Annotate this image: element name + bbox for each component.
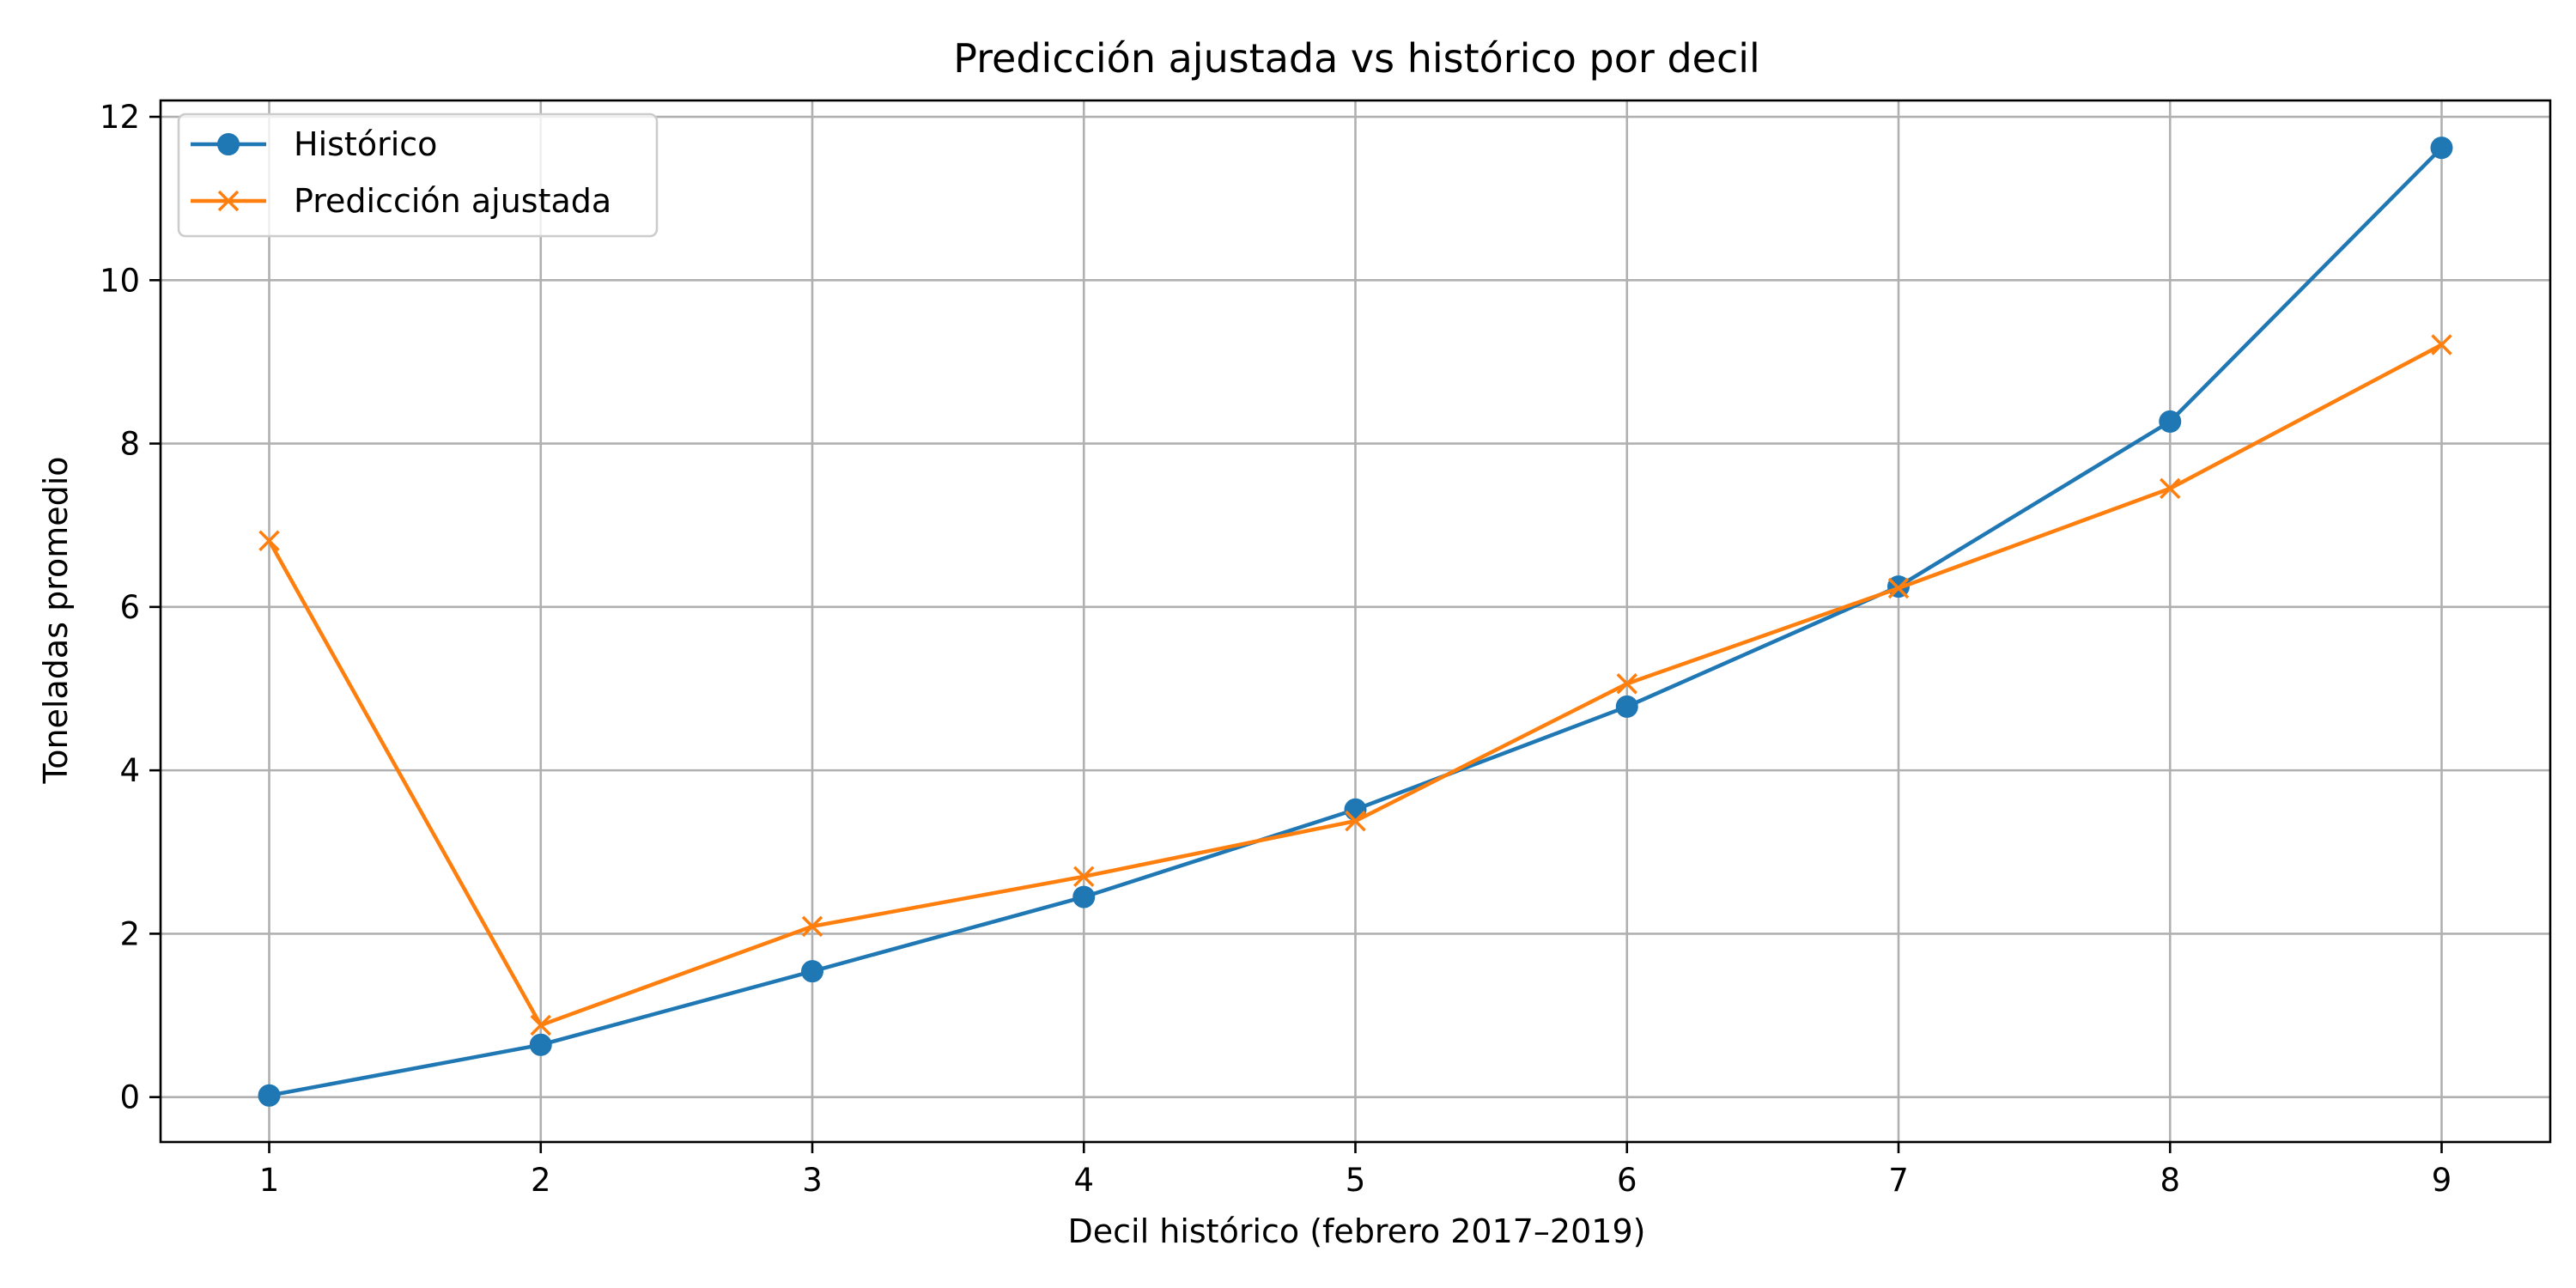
data-point xyxy=(801,915,823,938)
grid-lines xyxy=(161,100,2550,1142)
legend-items: Histórico Predicción ajustada xyxy=(191,125,611,220)
y-tick-label: 2 xyxy=(119,915,140,952)
x-tick-label: 7 xyxy=(1888,1162,1909,1199)
legend-item: Histórico xyxy=(191,125,437,163)
data-point xyxy=(1616,673,1637,695)
data-point xyxy=(2160,477,2181,500)
legend-box xyxy=(177,112,659,238)
legend-label: Histórico xyxy=(294,125,437,163)
y-tick-label: 12 xyxy=(100,99,140,136)
data-point xyxy=(1615,695,1638,718)
data-point xyxy=(1345,810,1366,832)
y-tick-label: 6 xyxy=(119,589,140,626)
x-tick-label: 1 xyxy=(259,1162,280,1199)
data-point xyxy=(1072,885,1096,908)
x-tick-label: 9 xyxy=(2432,1162,2452,1199)
x-tick-label: 4 xyxy=(1073,1162,1094,1199)
legend-label: Predicción ajustada xyxy=(294,182,611,220)
series-layer xyxy=(258,137,2453,1107)
x-axis-label: Decil histórico (febrero 2017–2019) xyxy=(1068,1212,1646,1250)
data-point xyxy=(2159,410,2182,433)
legend: Histórico Predicción ajustada xyxy=(177,112,659,238)
x-tick-label: 6 xyxy=(1617,1162,1637,1199)
y-axis-label: Toneladas promedio xyxy=(37,456,75,784)
data-point xyxy=(529,1033,552,1056)
data-point xyxy=(2431,334,2452,355)
legend-item: Predicción ajustada xyxy=(191,182,611,220)
data-point xyxy=(530,1014,551,1036)
x-tick-label: 8 xyxy=(2160,1162,2180,1199)
chart-title: Predicción ajustada vs histórico por dec… xyxy=(953,35,1760,82)
data-point xyxy=(1887,577,1910,599)
series-prediccion-ajustada xyxy=(258,334,2452,1036)
y-tick-label: 8 xyxy=(119,426,140,463)
y-tick-label: 10 xyxy=(100,262,140,299)
data-point xyxy=(801,960,823,983)
x-tick-label: 3 xyxy=(802,1162,823,1199)
y-tick-label: 4 xyxy=(119,752,140,789)
legend-marker xyxy=(217,190,240,212)
data-point xyxy=(2430,137,2453,160)
x-tick-label: 5 xyxy=(1346,1162,1366,1199)
x-axis-ticks: 1 2 3 4 5 6 7 8 9 xyxy=(259,1142,2452,1199)
data-point xyxy=(258,530,280,552)
y-tick-label: 0 xyxy=(119,1079,140,1116)
data-point xyxy=(258,1084,281,1107)
data-point xyxy=(1073,866,1095,888)
x-tick-label: 2 xyxy=(531,1162,551,1199)
y-axis-ticks: 0 2 4 6 8 10 12 xyxy=(100,99,161,1116)
legend-marker xyxy=(217,133,240,155)
